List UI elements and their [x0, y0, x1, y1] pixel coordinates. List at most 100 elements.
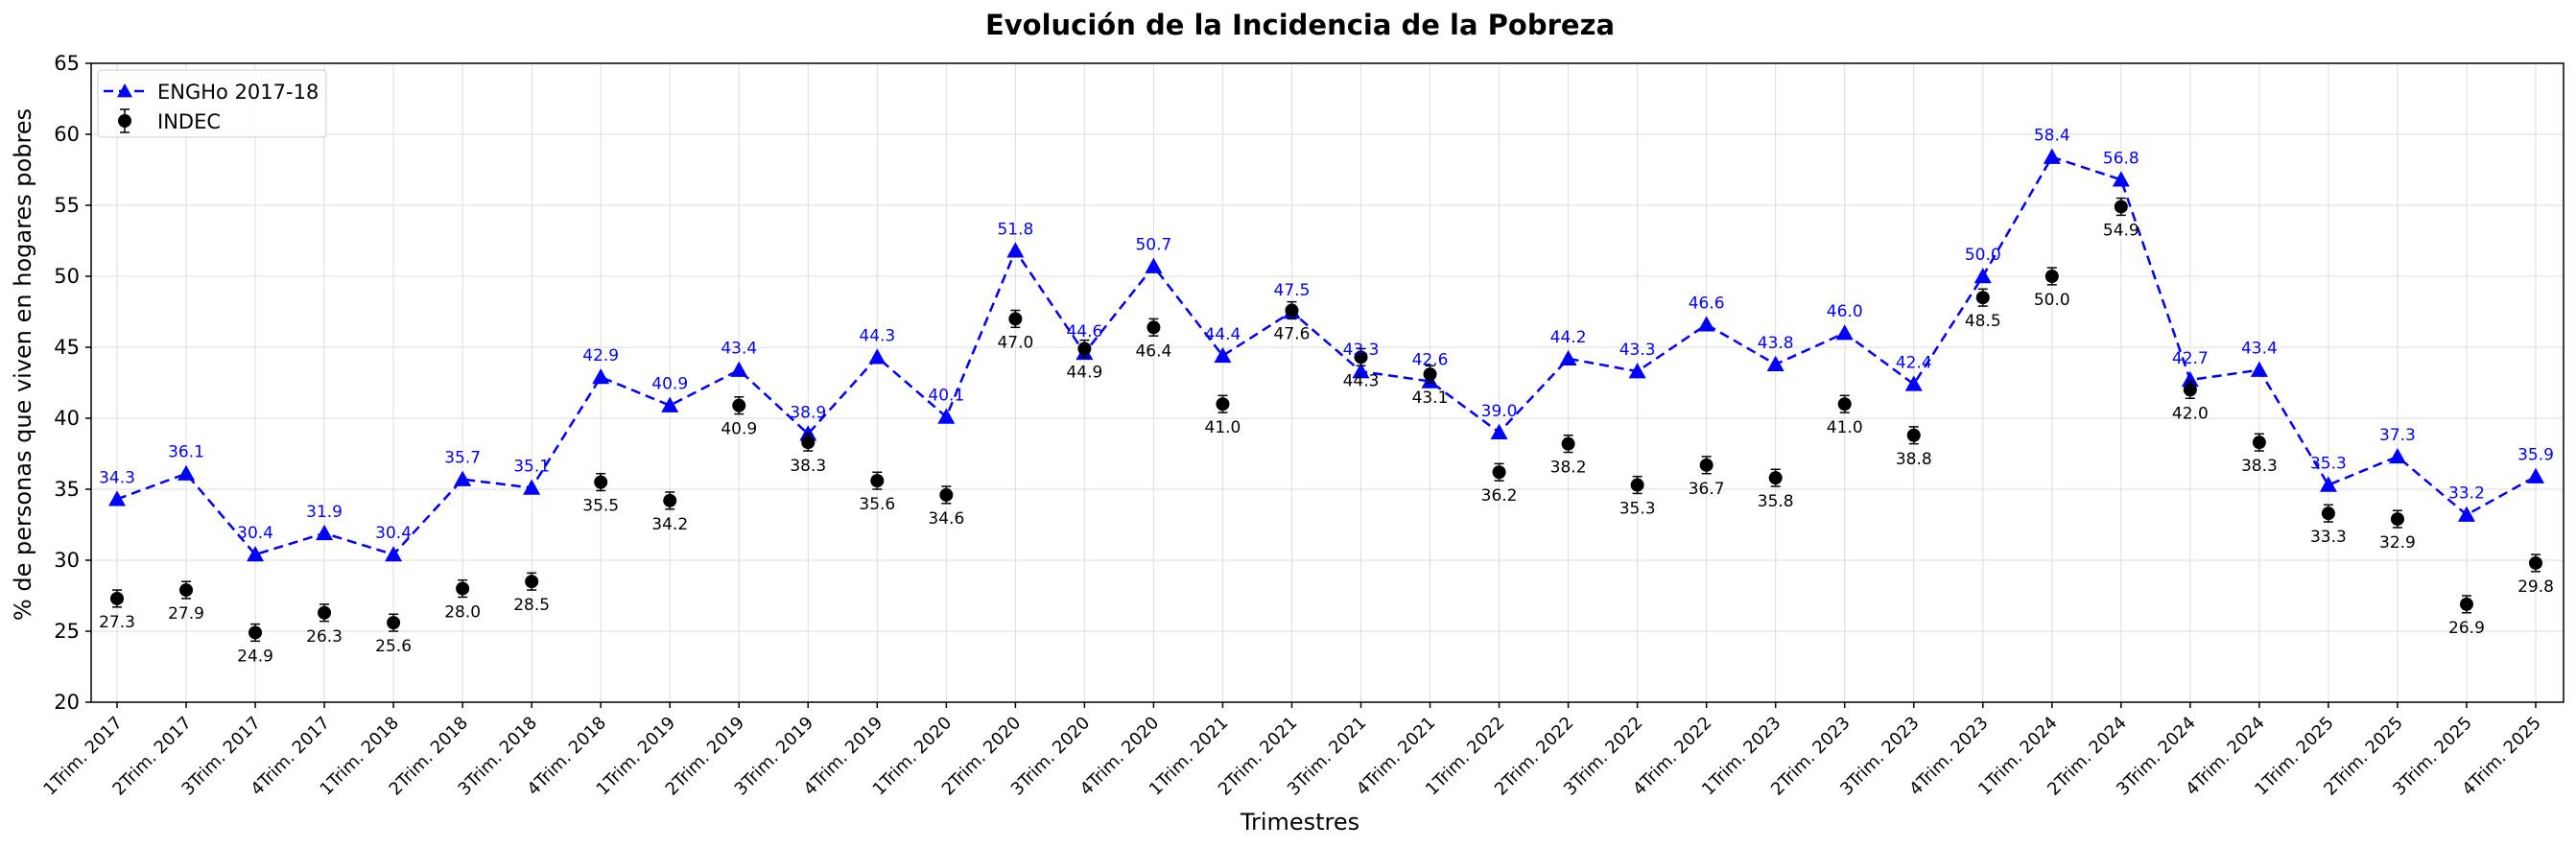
legend: ENGHo 2017-18 INDEC — [97, 69, 327, 138]
indec-data-label: 47.0 — [997, 333, 1033, 352]
indec-data-label: 44.3 — [1343, 371, 1380, 390]
y-tick-label: 20 — [54, 691, 80, 714]
legend-marker-engho — [117, 83, 132, 98]
indec-point — [870, 474, 885, 488]
indec-data-label: 42.0 — [2172, 404, 2209, 423]
y-tick-label: 50 — [54, 265, 80, 288]
indec-data-label: 28.5 — [513, 596, 550, 615]
y-tick-label: 60 — [54, 123, 80, 146]
legend-marker-indec — [118, 114, 131, 128]
indec-data-label: 47.6 — [1274, 325, 1311, 344]
engho-data-label: 44.2 — [1550, 328, 1587, 347]
engho-data-label: 39.0 — [1481, 402, 1518, 421]
indec-data-label: 33.3 — [2310, 528, 2347, 547]
engho-point — [523, 479, 541, 495]
engho-point — [937, 408, 956, 424]
y-tick-label: 25 — [54, 620, 80, 643]
engho-data-label: 30.4 — [237, 524, 273, 543]
indec-data-label: 32.9 — [2379, 533, 2416, 553]
engho-point — [1835, 324, 1854, 341]
indec-data-label: 38.3 — [790, 457, 826, 476]
chart-title: Evolución de la Incidencia de la Pobreza — [985, 9, 1615, 41]
engho-data-label: 50.0 — [1965, 246, 2001, 265]
engho-point — [868, 348, 886, 365]
engho-data-label: 43.8 — [1758, 334, 1794, 353]
indec-point — [1146, 320, 1161, 335]
indec-data-label: 34.2 — [651, 515, 688, 534]
indec-data-label: 36.7 — [1689, 480, 1725, 499]
engho-point — [177, 464, 196, 481]
series-line-engho — [116, 155, 2537, 556]
y-tick-label: 35 — [54, 478, 80, 501]
engho-data-label: 50.7 — [1135, 236, 1171, 255]
engho-data-label: 46.6 — [1689, 294, 1725, 313]
indec-point — [2114, 200, 2128, 214]
indec-data-label: 36.2 — [1481, 486, 1518, 506]
indec-data-label: 34.6 — [928, 509, 964, 529]
indec-point — [1008, 312, 1023, 326]
indec-point — [1285, 303, 1299, 318]
y-tick-label: 45 — [54, 336, 80, 359]
engho-point — [2250, 361, 2268, 377]
engho-data-label: 56.8 — [2103, 149, 2139, 168]
data-labels: 34.3 36.1 30.4 31.9 30.4 35.7 35.1 42.9 40.9 43.4… — [99, 127, 2554, 667]
indec-point — [2252, 436, 2266, 450]
indec-data-label: 35.6 — [859, 495, 895, 514]
engho-point — [385, 546, 403, 562]
indec-data-label: 46.4 — [1135, 342, 1171, 361]
indec-point — [456, 581, 470, 596]
engho-data-label: 40.9 — [651, 375, 688, 394]
engho-data-label: 44.6 — [1066, 322, 1102, 342]
indec-data-label: 28.0 — [444, 603, 481, 623]
indec-data-label: 29.8 — [2517, 577, 2554, 597]
engho-data-label: 34.3 — [99, 468, 135, 487]
indec-point — [1837, 397, 1852, 412]
indec-data-label: 27.9 — [168, 604, 204, 624]
engho-point — [1973, 268, 1992, 284]
engho-data-label: 43.4 — [721, 340, 757, 359]
indec-data-label: 44.9 — [1066, 363, 1102, 382]
indec-point — [318, 605, 332, 620]
engho-point — [247, 546, 265, 562]
legend-box — [97, 69, 327, 138]
indec-data-label: 40.9 — [721, 420, 757, 439]
indec-point — [525, 575, 539, 589]
indec-point — [801, 436, 815, 450]
indec-point — [1354, 350, 1368, 365]
indec-point — [594, 475, 608, 489]
engho-data-label: 35.9 — [2517, 446, 2554, 465]
indec-point — [1699, 458, 1713, 472]
indec-data-label: 35.8 — [1758, 492, 1794, 511]
engho-point — [1628, 363, 1646, 379]
indec-point — [663, 493, 677, 507]
legend-label-engho: ENGHo 2017-18 — [157, 81, 319, 104]
engho-point — [2112, 171, 2130, 187]
indec-point — [1423, 367, 1437, 382]
indec-data-label: 43.1 — [1412, 389, 1449, 408]
engho-point — [1006, 242, 1025, 258]
engho-point — [108, 490, 126, 506]
y-tick-label: 55 — [54, 194, 80, 217]
indec-point — [2044, 270, 2059, 283]
engho-point — [316, 524, 334, 541]
engho-data-label: 44.4 — [1205, 325, 1241, 344]
indec-point — [1216, 397, 1230, 412]
engho-data-label: 35.1 — [513, 458, 550, 477]
engho-data-label: 43.3 — [1619, 341, 1656, 360]
indec-data-label: 35.5 — [582, 497, 619, 516]
engho-data-label: 36.1 — [168, 443, 204, 462]
y-tick-label: 40 — [54, 407, 80, 430]
engho-data-label: 43.4 — [2241, 340, 2278, 359]
engho-point — [730, 361, 748, 377]
indec-data-label: 25.6 — [375, 637, 412, 656]
series-layer — [108, 148, 2544, 643]
engho-point — [2043, 148, 2061, 164]
legend-label-indec: INDEC — [157, 110, 221, 133]
indec-point — [248, 625, 263, 640]
engho-data-label: 42.9 — [582, 346, 619, 365]
engho-data-label: 31.9 — [306, 503, 343, 522]
engho-data-label: 51.8 — [997, 220, 1033, 239]
engho-data-label: 42.4 — [1896, 353, 1932, 372]
engho-point — [454, 470, 472, 486]
